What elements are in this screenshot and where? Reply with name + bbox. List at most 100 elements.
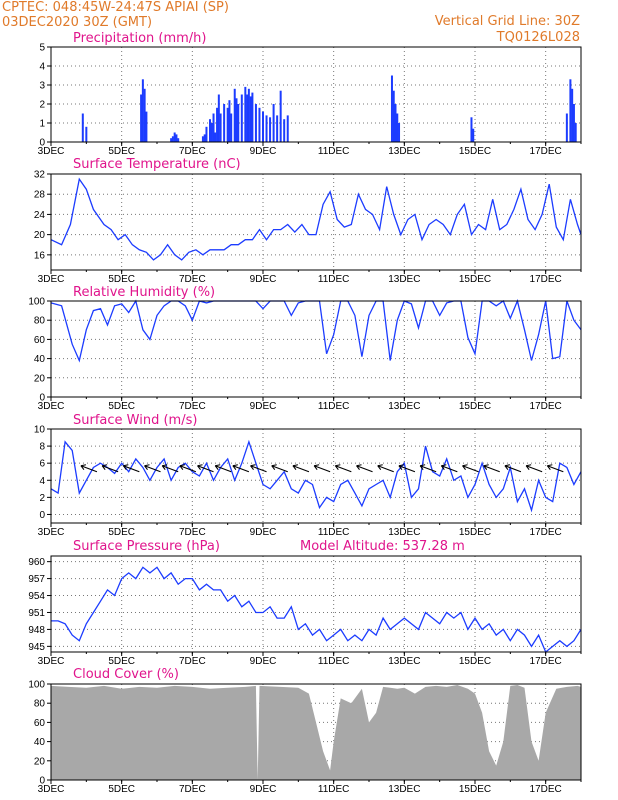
precip-bar [258, 107, 261, 142]
wind-arrow [547, 465, 564, 473]
precip-bar [251, 92, 254, 142]
x-tick-label: 17DEC [530, 527, 562, 538]
y-tick-label: 20 [34, 756, 46, 767]
x-tick-label: 7DEC [179, 527, 206, 538]
x-tick-label: 17DEC [530, 274, 562, 285]
x-tick-label: 3DEC [38, 401, 65, 412]
precip-bar [240, 94, 243, 142]
wind-arrow-head [504, 464, 511, 471]
precip-bar [470, 117, 473, 142]
panel-frame [50, 173, 582, 271]
precip-bar [81, 113, 84, 142]
y-tick-label: 60 [34, 335, 46, 346]
x-tick-label: 9DEC [250, 656, 277, 667]
wind-arrow-head [144, 464, 150, 471]
precip-bar [140, 94, 143, 142]
x-tick-label: 15DEC [459, 784, 491, 795]
x-tick-label: 11DEC [318, 784, 350, 795]
precip-bar [171, 136, 174, 142]
wind-arrow-head [197, 464, 203, 471]
precip-bar [565, 113, 568, 142]
x-tick-label: 3DEC [38, 527, 65, 538]
wind-arrow-head [214, 464, 221, 471]
precip-bar [286, 115, 289, 142]
wind-arrow [419, 465, 437, 473]
model-id: TQ0126L028 [496, 30, 580, 45]
precip-bar [173, 132, 176, 142]
wind-arrow-head [292, 464, 299, 471]
wind-arrow-head [440, 464, 447, 471]
x-tick-label: 5DEC [108, 527, 135, 538]
wind-arrow [356, 465, 373, 473]
wind-arrow [215, 465, 232, 473]
precip-bar [226, 107, 229, 142]
precip-bar [394, 104, 397, 142]
y-tick-label: 28 [34, 190, 46, 201]
precip-bar [571, 88, 574, 142]
x-tick-label: 13DEC [388, 656, 420, 667]
wind-arrow [504, 465, 522, 473]
panel-frame [50, 428, 582, 524]
x-tick-label: 11DEC [318, 527, 350, 538]
y-tick-label: 954 [28, 591, 45, 602]
x-tick-label: 5DEC [108, 274, 135, 285]
precip-bar [177, 138, 180, 142]
wind-arrow-head [313, 464, 320, 471]
y-tick-label: 6 [39, 459, 45, 470]
x-tick-label: 9DEC [250, 274, 277, 285]
panel-cloud: Cloud Cover (%) 0 20 40 60 80 100 3DEC 5DEC 7DEC 9… [28, 667, 582, 795]
model-altitude: Model Altitude: 537.28 m [300, 539, 465, 554]
y-tick-label: 960 [28, 557, 45, 568]
wind-arrow-head [377, 464, 383, 471]
wind-arrow-head [179, 464, 185, 471]
precip-bar [265, 115, 268, 142]
wind-arrow [80, 465, 98, 473]
x-tick-label: 17DEC [530, 146, 562, 157]
panel-title: Cloud Cover (%) [73, 667, 179, 682]
x-tick-label: 11DEC [318, 146, 350, 157]
precip-bar [247, 88, 250, 142]
precip-bar [244, 86, 247, 142]
precip-bar [269, 117, 272, 142]
x-tick-label: 5DEC [108, 784, 135, 795]
wind-arrow-head [462, 464, 468, 471]
x-tick-label: 3DEC [38, 274, 65, 285]
wind-arrow [271, 465, 288, 473]
wind-arrow-head [122, 464, 129, 471]
x-tick-label: 15DEC [459, 656, 491, 667]
wind-arrow [292, 465, 310, 473]
panel-pressure: Surface Pressure (hPa) Model Altitude: 53… [28, 539, 582, 667]
grid-line-note: Vertical Grid Line: 30Z [435, 14, 580, 29]
panel-temp: Surface Temperature (nC) 16 20 24 28 32 3DEC 5D… [34, 157, 582, 285]
x-tick-label: 9DEC [250, 401, 277, 412]
x-tick-label: 17DEC [530, 784, 562, 795]
wind-arrow [525, 465, 543, 473]
precip-bar [217, 94, 220, 142]
wind-arrow [123, 465, 140, 473]
wind-arrow-head [398, 464, 405, 471]
y-tick-label: 2 [39, 493, 45, 504]
x-tick-label: 7DEC [179, 146, 206, 157]
y-tick-label: 60 [34, 718, 46, 729]
x-tick-label: 7DEC [179, 401, 206, 412]
precip-bar [574, 123, 577, 142]
y-tick-label: 4 [39, 476, 45, 487]
precip-bar [219, 113, 222, 142]
precip-bar [283, 119, 286, 142]
x-tick-label: 15DEC [459, 527, 491, 538]
precip-bar [216, 107, 219, 142]
precip-bar [235, 98, 238, 142]
cloud-cover-area [51, 685, 581, 780]
pressure-series-line [51, 566, 582, 654]
precip-bar [214, 132, 217, 142]
wind-arrow-head [334, 464, 341, 471]
wind-arrow-head [101, 464, 108, 471]
wind-arrow-head [271, 464, 277, 471]
wind-arrow-head [250, 464, 256, 471]
wind-arrow-head [161, 464, 168, 471]
precip-bar [398, 123, 401, 142]
y-tick-label: 80 [34, 316, 46, 327]
y-tick-label: 3 [39, 81, 45, 92]
x-tick-label: 15DEC [459, 401, 491, 412]
panel-title: Surface Pressure (hPa) [73, 539, 220, 554]
